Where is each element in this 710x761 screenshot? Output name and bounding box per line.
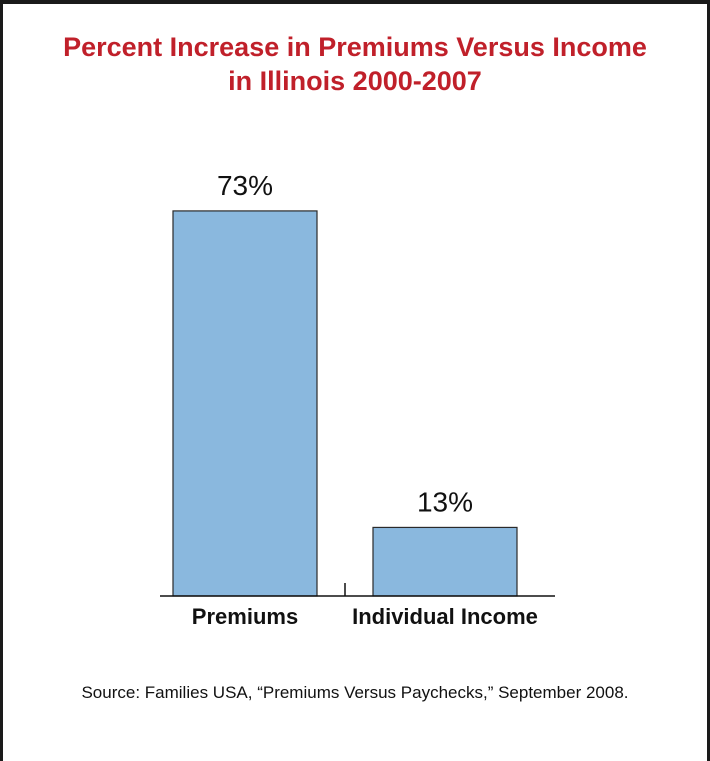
data-label: 73% [217, 170, 273, 201]
bar-premiums [172, 210, 318, 597]
chart-title: Percent Increase in Premiums Versus Inco… [0, 30, 710, 98]
chart-title-line-1: Percent Increase in Premiums Versus Inco… [63, 32, 647, 62]
data-label: 13% [417, 486, 473, 517]
category-label: Premiums [192, 604, 298, 629]
source-note: Source: Families USA, “Premiums Versus P… [81, 683, 629, 702]
category-label: Individual Income [352, 604, 538, 629]
bar-individual-income [372, 526, 518, 597]
chart-title-line-2: in Illinois 2000-2007 [228, 66, 482, 96]
